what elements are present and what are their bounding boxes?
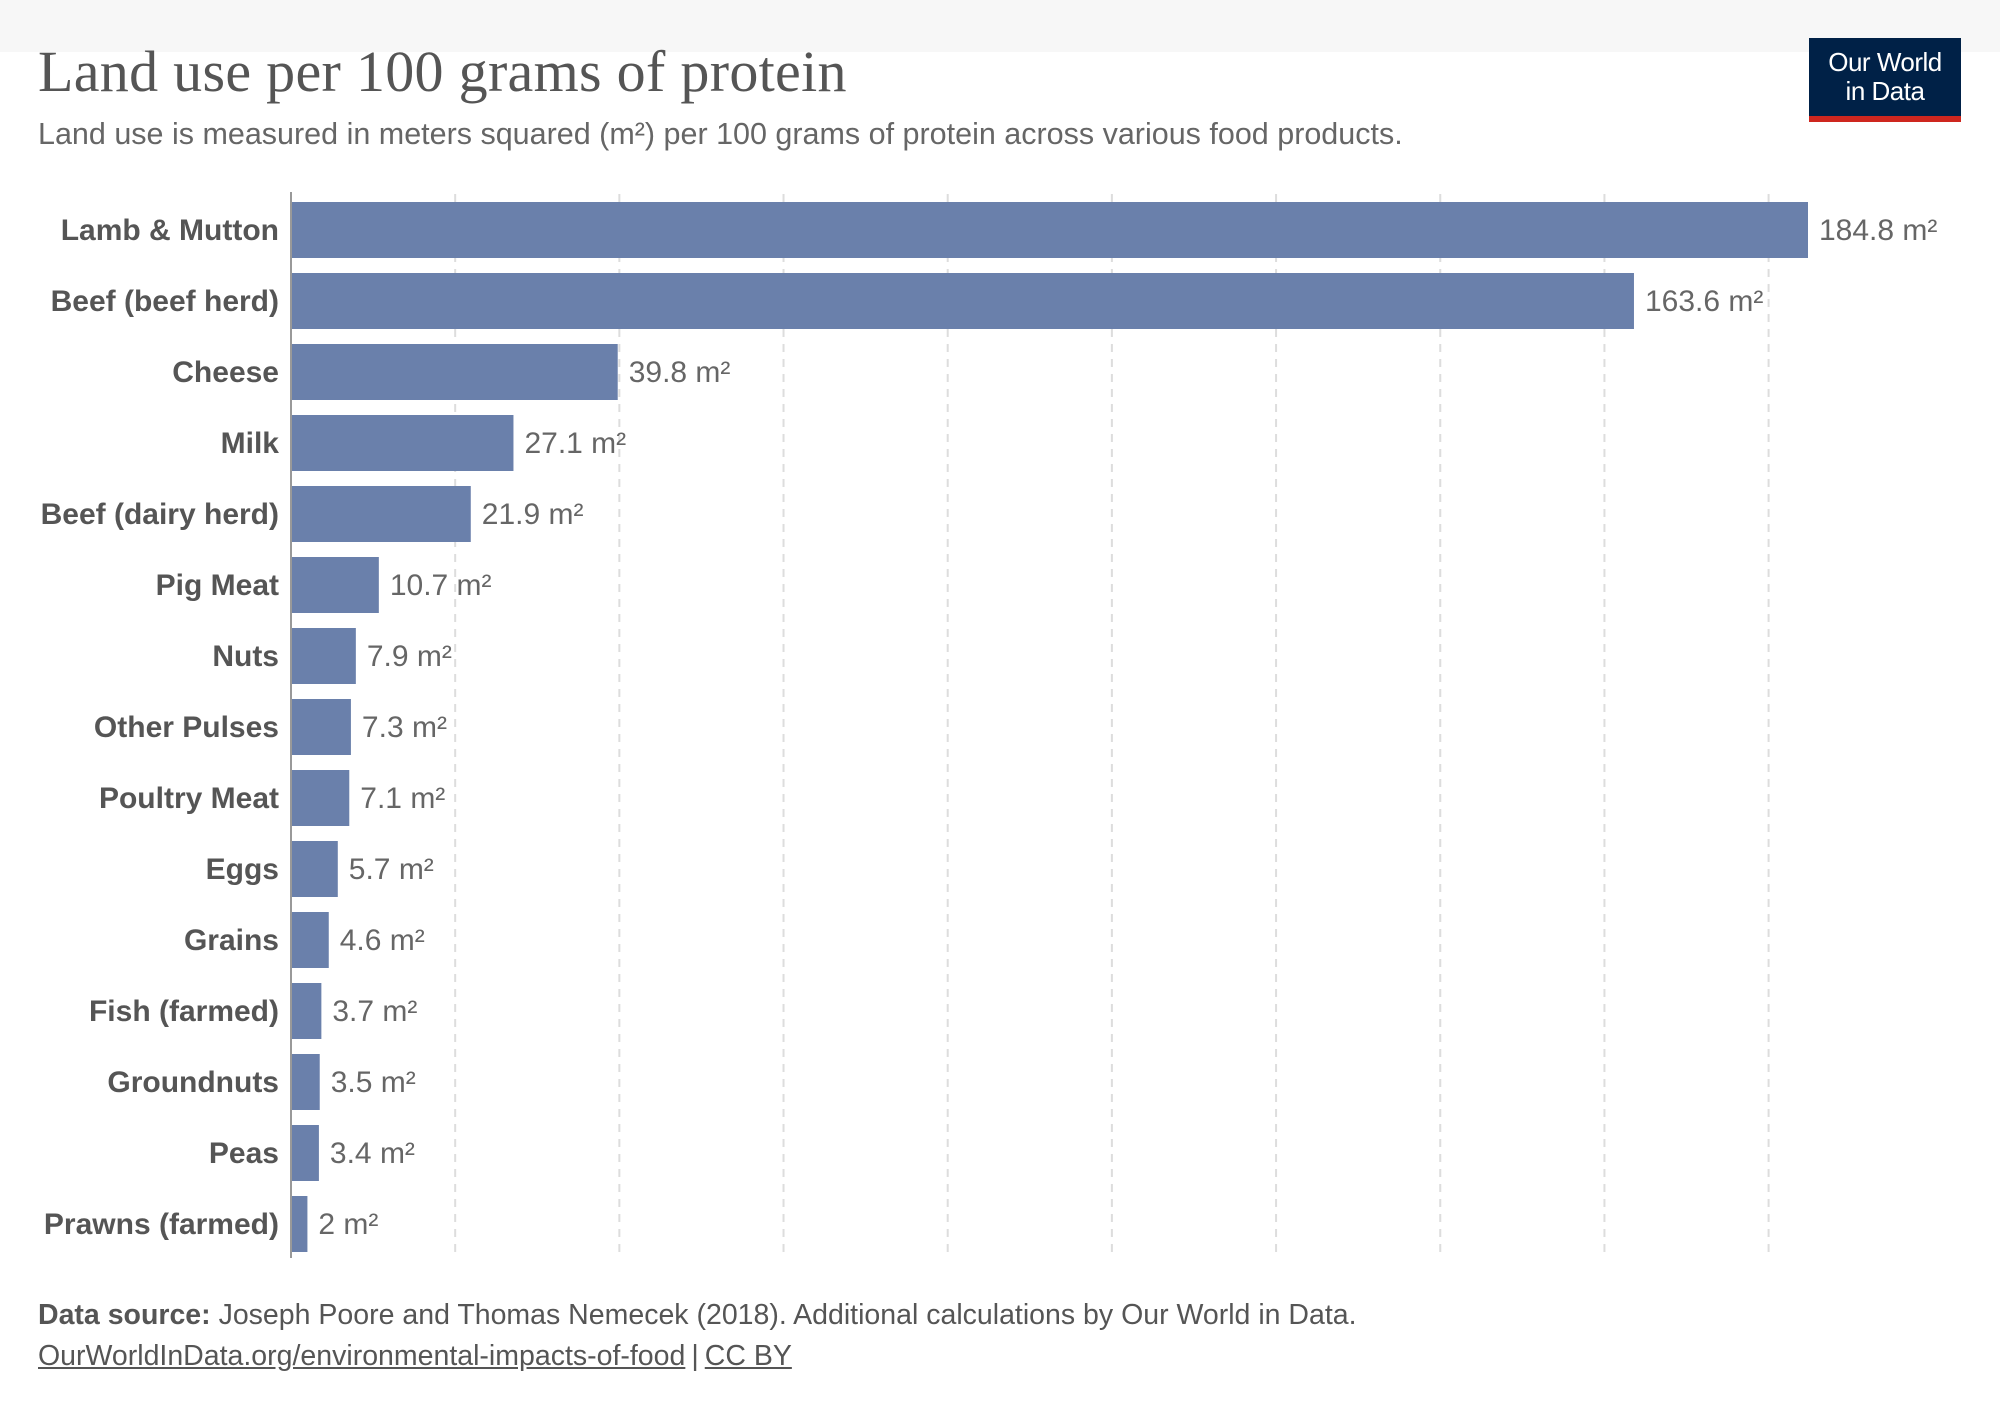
data-source-label: Data source: — [38, 1299, 211, 1331]
value-label: 7.3 m² — [362, 711, 447, 744]
value-label: 21.9 m² — [482, 498, 584, 531]
bar — [291, 1196, 308, 1252]
value-label: 3.4 m² — [330, 1137, 415, 1170]
page-top-band — [0, 0, 2000, 52]
link-line: OurWorldInData.org/environmental-impacts… — [38, 1336, 1357, 1377]
value-label: 39.8 m² — [629, 356, 731, 389]
chart-area: Lamb & Mutton 184.8 m² Beef (beef herd) 163… — [0, 180, 2000, 1270]
bars — [291, 202, 1808, 1252]
value-label: 7.9 m² — [367, 640, 452, 673]
bar — [291, 983, 322, 1039]
value-label: 7.1 m² — [360, 782, 445, 815]
bar-chart: Lamb & Mutton 184.8 m² Beef (beef herd) 163… — [41, 192, 1938, 1258]
category-label: Other Pulses — [94, 711, 279, 744]
value-label: 3.7 m² — [332, 995, 417, 1028]
data-source-line: Data source: Joseph Poore and Thomas Nem… — [38, 1295, 1357, 1336]
bar — [291, 273, 1634, 329]
category-label: Milk — [221, 427, 280, 460]
bar — [291, 699, 351, 755]
source-link[interactable]: OurWorldInData.org/environmental-impacts… — [38, 1340, 686, 1372]
value-label: 4.6 m² — [340, 924, 425, 957]
value-label: 27.1 m² — [524, 427, 626, 460]
bar — [291, 486, 471, 542]
chart-title: Land use per 100 grams of protein — [38, 39, 847, 104]
category-label: Prawns (farmed) — [44, 1208, 279, 1241]
value-label: 184.8 m² — [1819, 214, 1937, 247]
license-link[interactable]: CC BY — [704, 1340, 792, 1372]
category-label: Eggs — [206, 853, 279, 886]
value-label: 2 m² — [318, 1208, 378, 1241]
value-label: 163.6 m² — [1645, 285, 1763, 318]
footer-separator: | — [691, 1340, 699, 1372]
logo-line-2: in Data — [1845, 76, 1925, 106]
bar — [291, 628, 356, 684]
logo-line-1: Our World — [1828, 47, 1942, 77]
owid-logo[interactable]: Our World in Data — [1809, 38, 1961, 122]
bar — [291, 1054, 320, 1110]
category-label: Cheese — [172, 356, 279, 389]
category-label: Grains — [184, 924, 279, 957]
category-label: Nuts — [212, 640, 279, 673]
value-label: 5.7 m² — [349, 853, 434, 886]
category-label: Poultry Meat — [99, 782, 279, 815]
labels: Lamb & Mutton 184.8 m² Beef (beef herd) 163… — [41, 214, 1938, 1241]
bar — [291, 841, 338, 897]
bar — [291, 344, 618, 400]
chart-subtitle: Land use is measured in meters squared (… — [38, 117, 1403, 151]
category-label: Peas — [209, 1137, 279, 1170]
category-label: Groundnuts — [107, 1066, 279, 1099]
bar — [291, 557, 379, 613]
category-label: Lamb & Mutton — [61, 214, 279, 247]
value-label: 10.7 m² — [390, 569, 492, 602]
data-source-text: Joseph Poore and Thomas Nemecek (2018). … — [210, 1299, 1357, 1331]
bar — [291, 202, 1808, 258]
category-label: Fish (farmed) — [89, 995, 279, 1028]
chart-footer: Data source: Joseph Poore and Thomas Nem… — [38, 1295, 1357, 1377]
bar — [291, 1125, 319, 1181]
bar — [291, 415, 514, 471]
value-label: 3.5 m² — [331, 1066, 416, 1099]
category-label: Beef (beef herd) — [51, 285, 279, 318]
bar — [291, 912, 329, 968]
gridlines — [454, 194, 1770, 1258]
bar — [291, 770, 350, 826]
category-label: Beef (dairy herd) — [41, 498, 279, 531]
category-label: Pig Meat — [156, 569, 279, 602]
